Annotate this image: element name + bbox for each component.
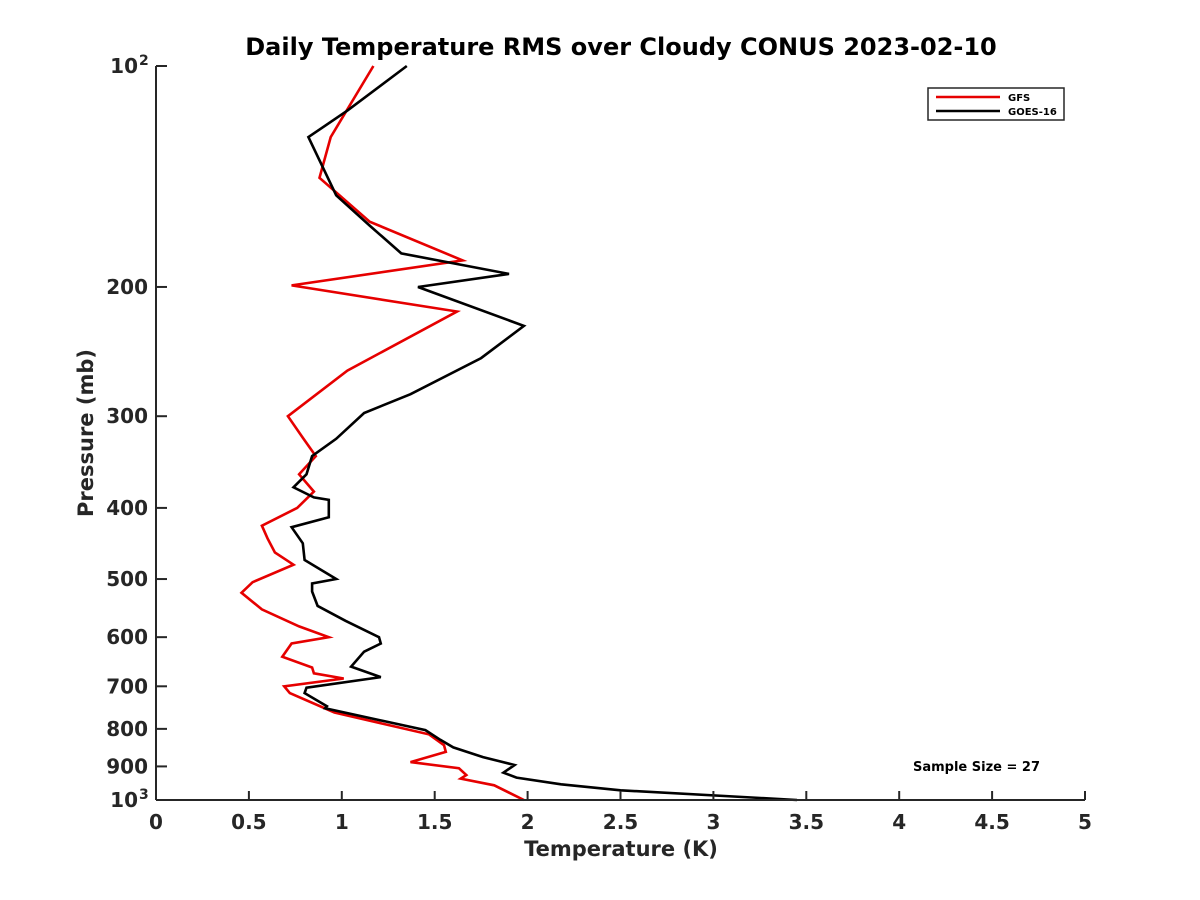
x-tick-label: 0 xyxy=(149,810,163,834)
x-ticks: 0 0.5 1 1.5 2 2.5 3 3.5 4 4.5 5 xyxy=(149,791,1092,834)
x-tick-label: 3 xyxy=(706,810,720,834)
y-tick-label: 400 xyxy=(106,496,148,520)
x-tick-label: 5 xyxy=(1078,810,1092,834)
series-layer xyxy=(239,64,798,802)
y-tick-label: 200 xyxy=(106,275,148,299)
y-tick-label: 700 xyxy=(106,674,148,698)
x-tick-label: 4.5 xyxy=(974,810,1009,834)
x-tick-label: 2.5 xyxy=(603,810,638,834)
legend: GFS GOES-16 xyxy=(927,87,1065,121)
x-tick-label: 0.5 xyxy=(231,810,266,834)
x-tick-label: 1 xyxy=(335,810,349,834)
chart-title: Daily Temperature RMS over Cloudy CONUS … xyxy=(245,33,997,61)
series-line-goes-16 xyxy=(289,64,798,802)
x-tick-label: 4 xyxy=(892,810,906,834)
y-tick-label: 800 xyxy=(106,717,148,741)
y-tick-label: 10 xyxy=(110,788,138,812)
y-tick-label: 600 xyxy=(106,625,148,649)
legend-label-gfs: GFS xyxy=(1008,93,1030,104)
x-tick-label: 3.5 xyxy=(789,810,824,834)
x-tick-label: 2 xyxy=(521,810,535,834)
legend-label-goes-16: GOES-16 xyxy=(1008,107,1057,118)
x-tick-label: 1.5 xyxy=(417,810,452,834)
y-tick-label: 900 xyxy=(106,754,148,778)
x-axis-label: Temperature (K) xyxy=(524,837,718,861)
y-tick-label: 10 xyxy=(110,54,138,78)
legend-box xyxy=(927,87,1065,121)
y-tick-exponent: 2 xyxy=(139,53,149,69)
y-tick-label: 500 xyxy=(106,567,148,591)
y-tick-exponent: 3 xyxy=(139,787,149,803)
sample-size-annotation: Sample Size = 27 xyxy=(913,760,1040,775)
series-line-gfs xyxy=(239,65,525,802)
y-tick-label: 300 xyxy=(106,404,148,428)
y-axis-label: Pressure (mb) xyxy=(74,349,98,517)
